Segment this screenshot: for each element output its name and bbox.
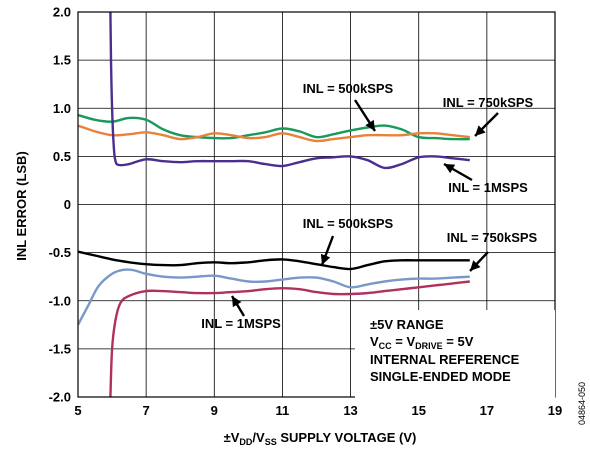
y-tick-label: -0.5: [49, 245, 71, 260]
tick-labels: 5 7 9 11 13 15 17 19 2.0 1.5 1.0 0.5 0 -0.5 -1.0 -1.5 -2…: [49, 5, 563, 419]
series-min_500ksps: [78, 250, 470, 271]
x-tick-label: 13: [343, 403, 357, 418]
annotation-arrowhead: [475, 125, 486, 136]
annotation-label: INL = 1MSPS: [201, 316, 281, 331]
y-tick-label: 1.0: [53, 101, 71, 116]
annotation-label: INL = 750kSPS: [443, 95, 534, 110]
x-tick-label: 7: [143, 403, 150, 418]
annotation-label: INL = 1MSPS: [448, 180, 528, 195]
annotation-label: INL = 500kSPS: [303, 81, 394, 96]
conditions-line-4: SINGLE-ENDED MODE: [370, 369, 511, 384]
y-tick-label: 2.0: [53, 5, 71, 20]
y-tick-label: -2.0: [49, 390, 71, 405]
conditions-box: [355, 310, 555, 398]
annotation-label: INL = 500kSPS: [303, 216, 394, 231]
conditions-line-1: ±5V RANGE: [370, 317, 444, 332]
annotation-arrowhead: [470, 260, 481, 271]
x-axis-label: ±VDD/VSS SUPPLY VOLTAGE (V): [224, 430, 417, 447]
y-tick-label: -1.5: [49, 341, 71, 356]
annotation-arrowhead: [444, 164, 456, 174]
plot-frame: [77, 11, 556, 398]
series-layer: [78, 12, 470, 397]
conditions-line-2: VCC = VDRIVE = 5V: [370, 334, 474, 351]
figure-id: 04864-050: [577, 382, 587, 425]
annotations: INL = 500kSPS INL = 750kSPS INL = 1MSPS INL…: [201, 81, 537, 331]
x-tick-label: 15: [411, 403, 425, 418]
annotation-arrowhead: [232, 296, 242, 308]
x-tick-label: 17: [480, 403, 494, 418]
x-tick-label: 11: [276, 403, 290, 418]
series-min_1msps: [109, 280, 470, 397]
y-tick-label: 0: [64, 197, 71, 212]
y-tick-label: 1.5: [53, 53, 71, 68]
series-max_500ksps: [78, 113, 470, 141]
y-axis-label: INL ERROR (LSB): [14, 151, 29, 261]
y-tick-label: 0.5: [53, 149, 71, 164]
series-min_750ksps: [78, 268, 470, 326]
x-tick-label: 9: [211, 403, 218, 418]
conditions-line-3: INTERNAL REFERENCE: [370, 352, 520, 367]
y-tick-label: -1.0: [49, 293, 71, 308]
annotation-arrowhead: [320, 253, 331, 265]
annotation-arrowhead: [365, 119, 375, 131]
series-max_750ksps: [78, 124, 470, 143]
x-tick-label: 5: [74, 403, 81, 418]
series-max_1msps: [109, 12, 470, 170]
annotation-label: INL = 750kSPS: [447, 230, 538, 245]
x-tick-label: 19: [548, 403, 562, 418]
